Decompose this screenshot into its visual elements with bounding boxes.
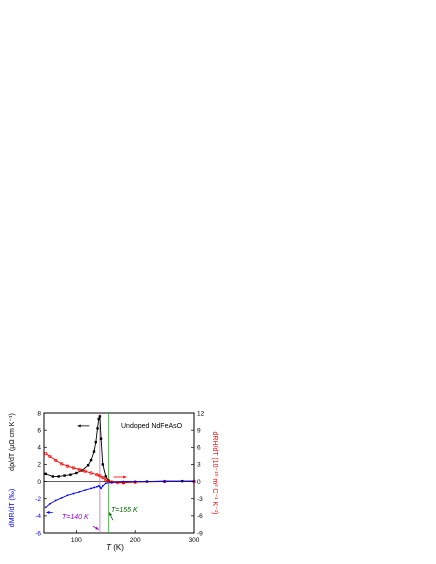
left-tick-label: 8: [37, 410, 41, 417]
series-line-2: [45, 481, 194, 508]
left-ticks: -6 -4 -2 0 2 4 6 8: [35, 410, 47, 537]
black-arrow-left-head: [77, 424, 81, 428]
series-2-point: [163, 480, 166, 483]
series-0-point: [96, 427, 99, 430]
series-group: [44, 415, 196, 509]
series-2-point: [122, 480, 125, 483]
series-1-point: [89, 471, 93, 475]
series-1-point: [98, 474, 102, 478]
series-2-point: [96, 485, 98, 488]
series-1-point: [104, 478, 108, 482]
series-2-point: [60, 496, 63, 499]
series-2-point: [78, 490, 81, 493]
series-1-point: [54, 458, 58, 463]
series-0-point: [86, 464, 90, 467]
left-tick-label: 4: [37, 445, 41, 452]
right-axis-label: dRH/dT (10⁻¹⁰ m³ C⁻¹ K⁻¹): [211, 432, 219, 515]
series-2-point: [48, 502, 51, 505]
green-arrow-head: [109, 512, 112, 516]
x-axis-label: T (K): [106, 543, 124, 552]
right-tick-label: 12: [197, 410, 205, 417]
series-0-point: [63, 474, 66, 477]
series-2-point: [66, 494, 69, 497]
series-1-point: [101, 475, 105, 480]
x-tick-label: 200: [130, 537, 141, 544]
series-2-point: [90, 487, 92, 490]
series-1-point: [77, 467, 81, 472]
series-0-point: [98, 415, 102, 418]
series-0-point: [99, 437, 103, 440]
series-2-point: [93, 486, 95, 489]
left-tick-label: 0: [37, 479, 41, 486]
series-2-point: [54, 499, 57, 502]
series-0-point: [51, 475, 55, 478]
series-1-point: [95, 473, 99, 477]
series-2-point: [110, 481, 113, 484]
blue-arrow-left-head: [46, 510, 50, 514]
series-2-point: [104, 482, 107, 485]
right-tick-label: 3: [197, 462, 201, 469]
series-0-point: [181, 479, 184, 483]
right-tick-label: 0: [197, 479, 201, 486]
left-tick-label: 2: [37, 462, 41, 469]
series-0-point: [92, 450, 96, 453]
right-tick-label: -6: [197, 513, 203, 520]
series-2-point: [98, 485, 101, 488]
left-tick-label: -6: [35, 530, 41, 537]
series-0-point: [107, 479, 110, 482]
series-0-point: [69, 473, 72, 476]
left-tick-label: 6: [37, 427, 41, 434]
right-tick-label: -9: [197, 530, 203, 537]
series-0-point: [57, 475, 60, 478]
series-1-point: [65, 464, 70, 468]
vertical-lines: [99, 413, 110, 533]
series-2-point: [134, 480, 137, 483]
left-tick-label: -4: [35, 513, 41, 520]
red-arrow-right-head: [123, 475, 127, 479]
right-tick-label: 9: [197, 427, 201, 434]
x-ticks: 100 200 300: [71, 530, 200, 544]
series-1-point: [60, 462, 64, 466]
left-tick-label: -2: [35, 496, 41, 503]
left-axis-label-lower: dMR/dT (‰): [9, 489, 16, 527]
series-line-1: [45, 453, 194, 484]
x-tick-label: 100: [71, 537, 82, 544]
series-2-point: [72, 492, 75, 495]
series-1-point: [83, 469, 87, 473]
vline-label-140: T=140 K: [62, 514, 89, 521]
series-1-point: [48, 454, 52, 459]
series-1-point: [71, 466, 76, 470]
series-0-point: [44, 472, 47, 476]
series-1-point: [115, 481, 120, 485]
series-0-point: [89, 458, 93, 462]
series-2-point: [84, 489, 87, 492]
series-0-point: [101, 463, 105, 466]
left-axis-label-upper: dρ/dT (μΩ cm K⁻¹): [9, 413, 16, 471]
axis-arrows: [46, 424, 127, 530]
purple-arrow-head: [95, 526, 99, 530]
series-2-point: [100, 487, 102, 490]
right-tick-label: 6: [197, 445, 201, 452]
x-tick-label: 300: [189, 537, 200, 544]
series-1-point: [44, 451, 48, 456]
series-0-point: [97, 417, 100, 421]
right-ticks: -9 -6 -3 0 3 6 9 12: [191, 410, 205, 537]
right-tick-label: -3: [197, 496, 203, 503]
series-0-point: [94, 440, 97, 444]
vline-label-155: T=155 K: [111, 507, 138, 514]
plot-frame: [43, 412, 195, 534]
series-0-point: [104, 475, 107, 478]
series-0-point: [75, 471, 78, 475]
chart-annotation-title: Undoped NdFeAsO: [121, 423, 183, 430]
series-2-point: [44, 506, 47, 509]
series-2-point: [101, 484, 104, 487]
